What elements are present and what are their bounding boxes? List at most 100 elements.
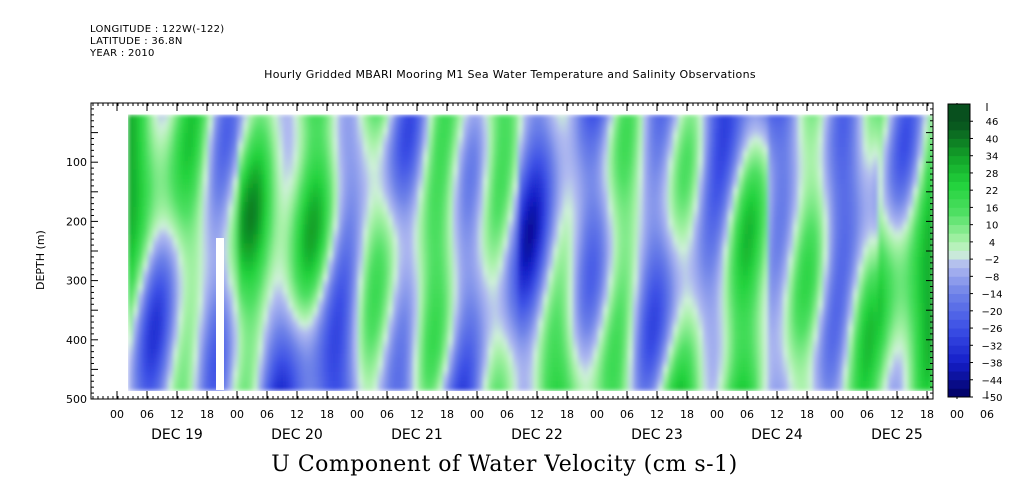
colorbar-label: 46: [986, 117, 999, 128]
colorbar-band: [948, 224, 970, 234]
colorbar-label: 34: [986, 152, 999, 163]
x-day-label: DEC 19: [151, 427, 203, 443]
colorbar-band: [948, 371, 970, 381]
x-tick-label: 12: [410, 408, 424, 421]
colorbar-label: −8: [985, 272, 1000, 283]
x-tick-label: 06: [740, 408, 754, 421]
x-tick-label: 06: [860, 408, 874, 421]
y-tick-label: 400: [66, 334, 87, 347]
x-tick-label: 00: [950, 408, 964, 421]
data-gap: [216, 238, 224, 390]
colorbar-label: −14: [981, 290, 1002, 301]
colorbar-band: [948, 190, 970, 200]
colorbar-band: [948, 129, 970, 139]
colorbar-band: [948, 302, 970, 312]
x-tick-label: 06: [620, 408, 634, 421]
x-tick-label: 00: [110, 408, 124, 421]
x-tick-label: 00: [830, 408, 844, 421]
colorbar-label: 16: [986, 203, 999, 214]
colorbar-band: [948, 112, 970, 122]
colorbar-band: [948, 284, 970, 294]
colorbar-label: −2: [985, 255, 1000, 266]
colorbar-label: −20: [981, 307, 1002, 318]
colorbar-band: [948, 216, 970, 226]
colorbar-band: [948, 241, 970, 251]
x-tick-label: 00: [230, 408, 244, 421]
y-axis-label: DEPTH (m): [34, 230, 47, 290]
y-tick-label: 200: [66, 215, 87, 228]
x-tick-label: 18: [200, 408, 214, 421]
colorbar-band: [948, 310, 970, 320]
x-tick-label: 06: [500, 408, 514, 421]
colorbar-band: [948, 336, 970, 346]
velocity-field: [128, 114, 933, 391]
colorbar-band: [948, 293, 970, 303]
colorbar-band: [948, 319, 970, 329]
x-tick-label: 18: [800, 408, 814, 421]
colorbar-band: [948, 353, 970, 363]
x-day-label: DEC 24: [751, 427, 803, 443]
x-day-label: DEC 20: [271, 427, 323, 443]
colorbar-label: 4: [989, 238, 995, 249]
x-tick-label: 12: [290, 408, 304, 421]
x-tick-label: 18: [680, 408, 694, 421]
longitude-label: LONGITUDE : 122W(-122): [90, 24, 225, 35]
colorbar: 46 40 34 28 22 16 10 4 −2 −8 −14 −20 −26 −32 −38 −44 −50: [947, 103, 1003, 404]
colorbar-band: [948, 164, 970, 174]
y-tick-label: 100: [66, 156, 87, 169]
y-tick-label: 500: [66, 393, 87, 406]
x-day-label: DEC 21: [391, 427, 443, 443]
colorbar-band: [948, 104, 970, 114]
year-label: YEAR : 2010: [90, 48, 155, 59]
colorbar-band: [948, 362, 970, 372]
x-tick-label: 18: [440, 408, 454, 421]
x-tick-label: 06: [140, 408, 154, 421]
colorbar-band: [948, 138, 970, 148]
x-tick-label: 06: [980, 408, 994, 421]
colorbar-label: −38: [981, 359, 1002, 370]
colorbar-band: [948, 207, 970, 217]
x-tick-label: 18: [920, 408, 934, 421]
colorbar-band: [948, 267, 970, 277]
x-tick-label: 00: [590, 408, 604, 421]
x-tick-label: 06: [260, 408, 274, 421]
x-tick-label: 12: [170, 408, 184, 421]
x-tick-label: 00: [710, 408, 724, 421]
colorbar-band: [948, 155, 970, 165]
x-tick-label: 12: [770, 408, 784, 421]
day-labels: DEC 19 DEC 20 DEC 21 DEC 22 DEC 23 DEC 24 DEC …: [151, 427, 923, 443]
x-tick-label: 00: [350, 408, 364, 421]
colorbar-band: [948, 233, 970, 243]
x-day-label: DEC 23: [631, 427, 683, 443]
latitude-label: LATITUDE : 36.8N: [90, 36, 183, 47]
colorbar-band: [948, 259, 970, 269]
axes: 00 06 12 18 00 06 12 18 00 06 12 18 00 06 12 18 00 06 12 18…: [66, 102, 994, 421]
x-tick-label: 00: [470, 408, 484, 421]
x-tick-label: 06: [380, 408, 394, 421]
colorbar-label: 28: [986, 169, 999, 180]
colorbar-label: −26: [981, 324, 1002, 335]
x-tick-label: 12: [650, 408, 664, 421]
colorbar-label: 22: [986, 186, 999, 197]
colorbar-band: [948, 250, 970, 260]
colorbar-label: 40: [986, 134, 999, 145]
colorbar-band: [948, 121, 970, 131]
colorbar-label: 10: [986, 221, 999, 232]
variable-name: U Component of Water Velocity (cm s-1): [271, 452, 738, 477]
x-tick-label: 18: [560, 408, 574, 421]
colorbar-band: [948, 181, 970, 191]
colorbar-band: [948, 328, 970, 338]
colorbar-band: [948, 198, 970, 208]
y-tick-label: 300: [66, 275, 87, 288]
x-tick-label: 18: [320, 408, 334, 421]
x-day-label: DEC 25: [871, 427, 923, 443]
colorbar-label: −32: [981, 341, 1002, 352]
colorbar-band: [948, 172, 970, 182]
chart-title: Hourly Gridded MBARI Mooring M1 Sea Wate…: [264, 68, 756, 81]
colorbar-label: −50: [981, 393, 1002, 404]
x-day-label: DEC 22: [511, 427, 563, 443]
colorbar-label: −44: [981, 376, 1002, 387]
x-tick-label: 12: [530, 408, 544, 421]
colorbar-band: [948, 379, 970, 389]
colorbar-band: [948, 388, 970, 398]
